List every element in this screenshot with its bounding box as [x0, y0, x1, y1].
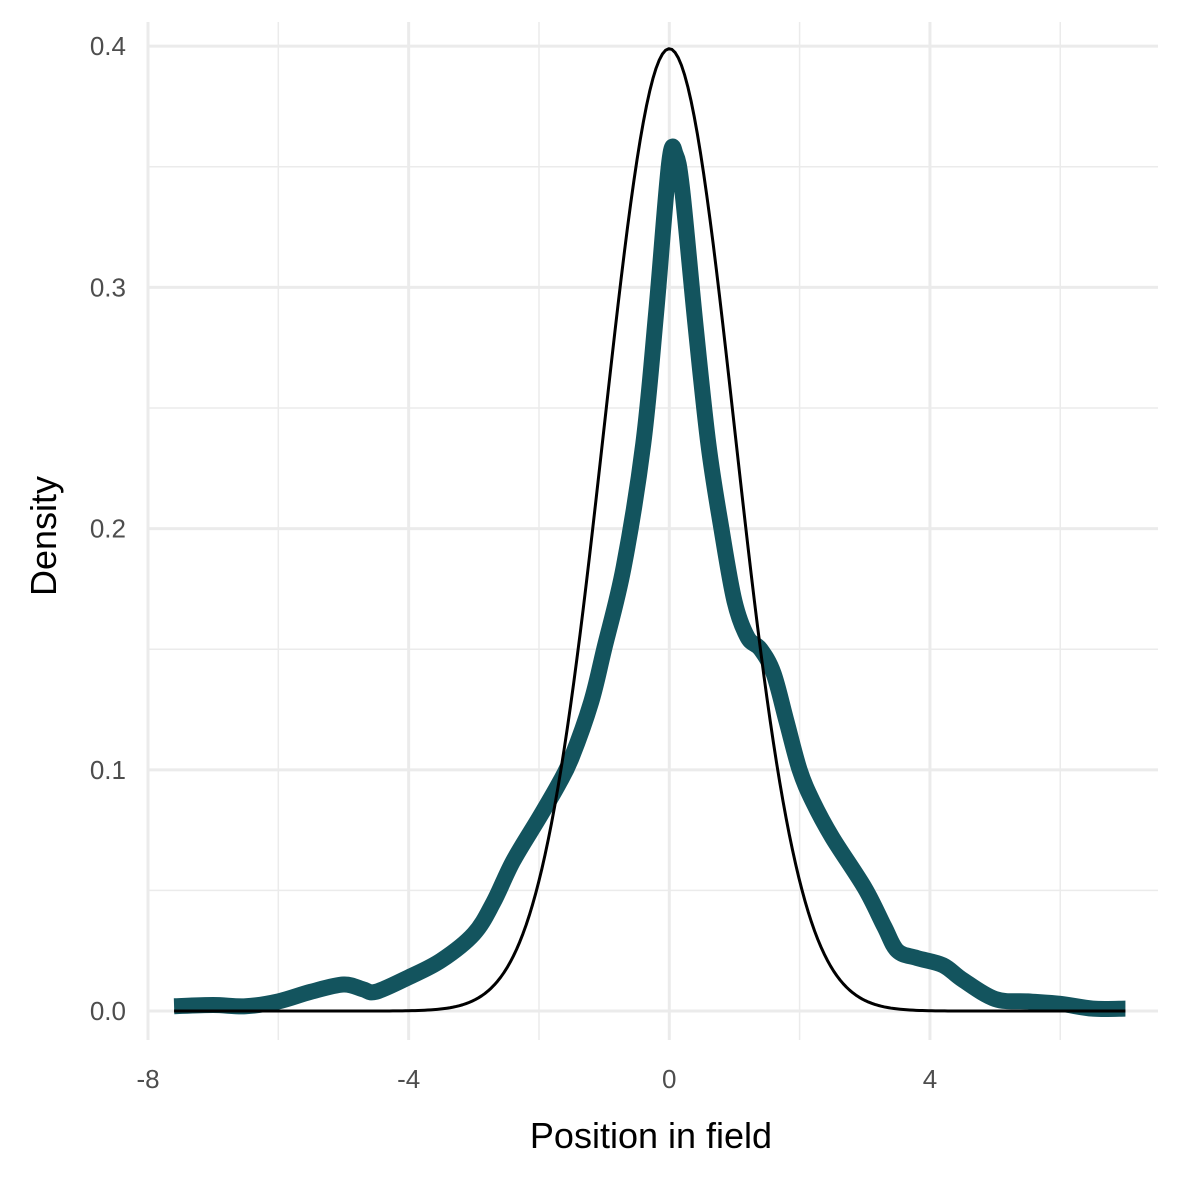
y-tick-label: 0.4 [90, 31, 126, 61]
empirical-density-curve [173, 138, 1126, 1017]
series-layer [173, 47, 1126, 1017]
x-tick-label: 0 [662, 1064, 676, 1094]
minor-gridlines [148, 22, 1158, 1040]
x-axis-title: Position in field [530, 1115, 772, 1156]
x-tick-label: -8 [136, 1064, 159, 1094]
y-tick-label: 0.2 [90, 514, 126, 544]
y-tick-labels: 0.0 0.1 0.2 0.3 0.4 [90, 31, 126, 1026]
major-gridlines [146, 22, 1158, 1040]
y-axis-title: Density [23, 476, 64, 596]
normal-reference-curve [174, 47, 1126, 1013]
x-tick-label: 4 [923, 1064, 937, 1094]
y-tick-label: 0.0 [90, 996, 126, 1026]
x-tick-labels: -8 -4 0 4 [136, 1064, 937, 1094]
y-tick-label: 0.1 [90, 755, 126, 785]
y-tick-label: 0.3 [90, 272, 126, 302]
x-tick-label: -4 [397, 1064, 420, 1094]
